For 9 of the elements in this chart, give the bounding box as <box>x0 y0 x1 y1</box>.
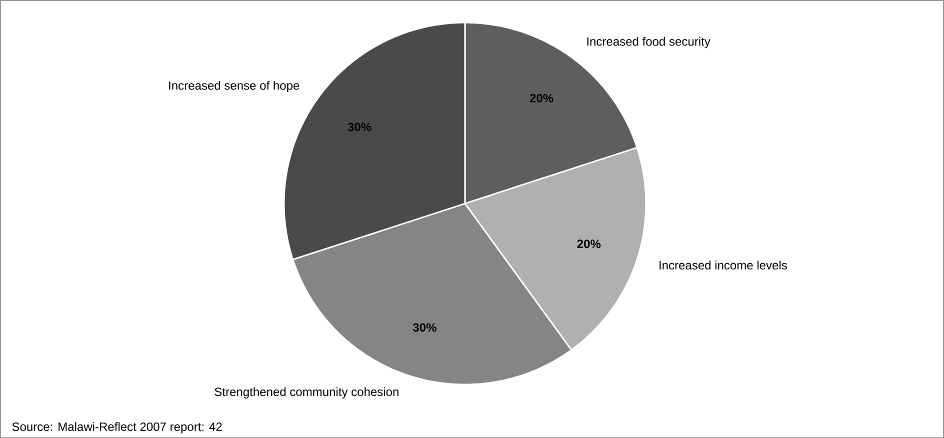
data-label: 20% <box>530 94 554 102</box>
slice-label: Increased sense of hope <box>169 80 300 92</box>
slice-label: Strengthened community cohesion <box>214 387 398 398</box>
data-label: 30% <box>412 323 436 332</box>
slice-label: Increased food security <box>587 36 710 48</box>
slice-label: Increased income levels <box>660 260 787 270</box>
source-note: Source: Malawi-Reflect 2007 report: 42 <box>12 422 222 434</box>
data-label: 20% <box>577 239 601 248</box>
data-label: 30% <box>348 122 372 132</box>
